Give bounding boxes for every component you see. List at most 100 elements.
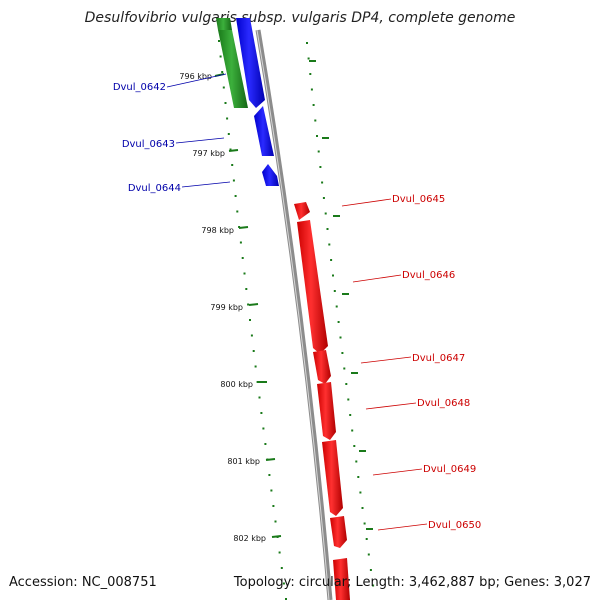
right-ticks [309, 60, 373, 530]
minor-tick-dot [239, 241, 242, 244]
minor-tick-dot [264, 443, 267, 445]
minor-tick-dot [249, 319, 251, 321]
forward-gene-labels: Dvul_0645 Dvul_0646 Dvul_0647 Dvul_0648 … [341, 194, 481, 531]
minor-tick-dot [328, 243, 331, 246]
gene-leader-line [181, 181, 231, 188]
minor-tick-dot [339, 336, 342, 339]
minor-tick-dot [278, 551, 281, 554]
gene-arrow-dvul-0649 [322, 440, 343, 516]
minor-tick-dot [256, 381, 259, 383]
minor-tick-dot [307, 57, 310, 60]
minor-tick-dot [372, 584, 375, 587]
minor-tick-dot [282, 582, 285, 585]
minor-tick-dot [222, 86, 225, 89]
minor-tick-dot [229, 148, 232, 151]
minor-tick-dot [357, 476, 360, 478]
minor-tick-dot [367, 553, 370, 556]
gene-label-dvul-0649: Dvul_0649 [423, 464, 476, 475]
minor-tick-dot [361, 507, 364, 509]
backbone-arc [255, 29, 333, 600]
rna-feature [218, 30, 248, 108]
minor-tick-dot [321, 181, 324, 184]
gene-label-dvul-0643: Dvul_0643 [122, 139, 175, 150]
gene-leader-line [372, 468, 423, 476]
gene-arrow-dvul-0644 [262, 164, 279, 186]
gene-leader-line [365, 402, 417, 410]
minor-tick-dot [324, 212, 327, 215]
gene-arrow-dvul-0647 [313, 350, 331, 384]
minor-tick-dot [319, 166, 322, 168]
minor-tick-dot [280, 567, 283, 569]
minor-tick-dot [254, 365, 257, 368]
gene-label-dvul-0647: Dvul_0647 [412, 353, 465, 364]
minor-tick-dot [355, 460, 358, 463]
minor-tick-dot [347, 398, 350, 401]
minor-tick-dot [353, 445, 356, 447]
minor-tick-dot [314, 119, 317, 122]
gene-label-dvul-0645: Dvul_0645 [392, 194, 445, 205]
gene-arrow-dvul-0645 [294, 202, 310, 220]
backbone-highlight [256, 29, 330, 600]
minor-tick-dot [349, 414, 352, 416]
gene-arrow-dvul-0642 [236, 18, 265, 108]
minor-tick-dot [363, 522, 366, 525]
minor-tick-dot [270, 489, 273, 492]
kbp-label: 799 kbp [210, 303, 243, 312]
kbp-tick-mark [265, 458, 276, 461]
minor-tick-dot [241, 257, 244, 259]
kbp-tick-mark [271, 535, 282, 538]
minor-tick-dot [250, 334, 253, 337]
minor-tick-dot [236, 210, 239, 213]
kbp-tick-mark [228, 149, 239, 152]
gene-label-dvul-0642: Dvul_0642 [113, 82, 166, 93]
minor-tick-dot [272, 505, 275, 507]
minor-tick-dot [268, 474, 271, 476]
minor-tick-dot [252, 350, 255, 352]
kbp-label: 800 kbp [220, 380, 253, 389]
right-tick-track [306, 42, 375, 587]
genome-summary: Topology: circular; Length: 3,462,887 bp… [233, 575, 591, 590]
gene-leader-line [360, 356, 412, 364]
accession-text: Accession: NC_008751 [9, 575, 157, 590]
minor-tick-dot [219, 55, 222, 58]
minor-tick-dot [326, 228, 329, 230]
gene-label-dvul-0646: Dvul_0646 [402, 270, 455, 281]
kbp-tick-mark [248, 303, 259, 306]
minor-tick-dot [322, 197, 325, 199]
minor-tick-dot [306, 42, 308, 44]
rna-feature [216, 18, 232, 30]
minor-tick-dot [369, 569, 372, 571]
minor-tick-dot [333, 290, 336, 292]
map-title: Desulfovibrio vulgaris subsp. vulgaris D… [84, 10, 516, 26]
kbp-tick-mark [238, 226, 249, 229]
left-tick-track [218, 40, 287, 600]
minor-tick-dot [232, 179, 235, 182]
gene-arrow-dvul-0650 [330, 516, 347, 548]
minor-tick-dot [224, 102, 227, 104]
gene-label-dvul-0644: Dvul_0644 [128, 183, 181, 194]
gene-leader-line [352, 274, 402, 283]
minor-tick-dot [260, 412, 263, 414]
minor-tick-dot [285, 598, 287, 600]
minor-tick-dot [351, 429, 354, 432]
minor-tick-dot [310, 88, 313, 91]
gene-leader-line [377, 523, 428, 531]
minor-tick-dot [234, 195, 237, 197]
kbp-tick-mark [214, 73, 225, 77]
gene-label-dvul-0648: Dvul_0648 [417, 398, 470, 409]
minor-tick-dot [218, 40, 220, 42]
minor-tick-dot [365, 538, 368, 540]
minor-tick-dot [221, 71, 224, 73]
minor-tick-dot [343, 367, 346, 370]
kbp-label: 798 kbp [201, 226, 234, 235]
minor-tick-dot [274, 520, 277, 523]
minor-tick-dot [226, 117, 229, 120]
gene-arrow-next [333, 558, 350, 600]
minor-tick-dot [227, 133, 230, 135]
minor-tick-dot [359, 491, 362, 494]
minor-tick-dot [332, 274, 334, 277]
reverse-gene-labels: Dvul_0642 Dvul_0643 Dvul_0644 [113, 73, 231, 194]
kbp-label: 796 kbp [179, 72, 212, 81]
gene-leader-line [341, 198, 392, 207]
